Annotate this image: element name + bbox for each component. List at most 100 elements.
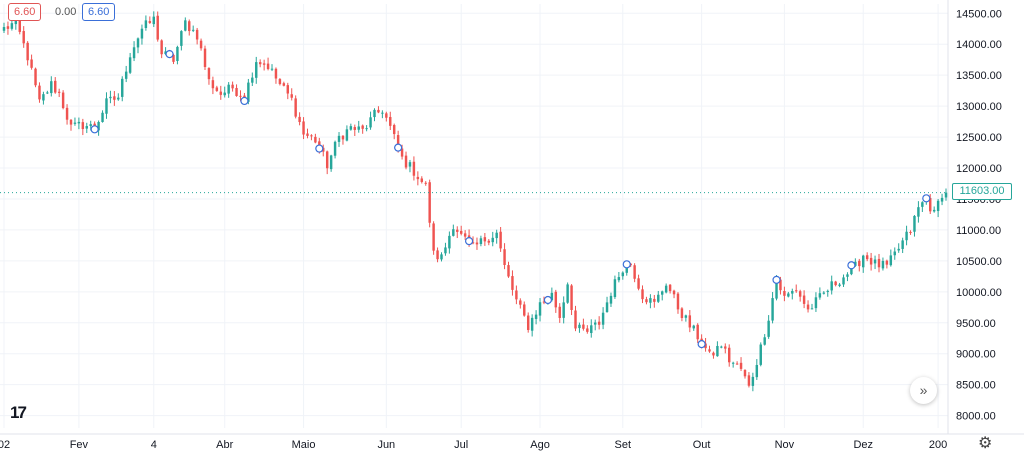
candle-body[interactable] [570,285,573,310]
event-marker-icon[interactable] [847,261,856,270]
scroll-to-realtime-button[interactable]: » [910,377,937,404]
candle-body[interactable] [854,261,857,266]
candle-body[interactable] [314,136,317,143]
candle-body[interactable] [720,346,723,348]
candle-body[interactable] [625,264,628,273]
event-marker-icon[interactable] [772,275,781,284]
candle-body[interactable] [10,23,14,29]
candle-body[interactable] [408,162,412,167]
candle-body[interactable] [160,40,163,55]
candle-body[interactable] [668,284,672,292]
candle-body[interactable] [657,294,660,302]
candle-body[interactable] [345,129,349,141]
candle-body[interactable] [511,276,514,290]
candle-body[interactable] [846,274,849,277]
candle-body[interactable] [361,125,364,129]
candle-body[interactable] [901,240,904,249]
candle-body[interactable] [696,324,699,340]
candle-body[interactable] [593,322,597,325]
candle-body[interactable] [231,84,234,89]
candle-body[interactable] [771,298,774,321]
gear-icon[interactable]: ⚙ [978,435,993,452]
candle-body[interactable] [251,77,254,83]
candle-body[interactable] [124,71,128,79]
candle-body[interactable] [223,92,226,96]
candle-body[interactable] [436,250,439,260]
candle-body[interactable] [889,255,893,266]
event-marker-icon[interactable] [697,340,706,349]
candle-body[interactable] [586,328,589,332]
candle-body[interactable] [117,97,120,100]
candle-body[interactable] [247,82,250,102]
candle-body[interactable] [724,346,727,349]
event-marker-icon[interactable] [922,194,931,203]
candle-body[interactable] [26,42,29,61]
candle-body[interactable] [932,209,936,212]
candle-body[interactable] [306,133,309,136]
candle-body[interactable] [783,290,786,296]
candle-body[interactable] [802,295,806,304]
candle-body[interactable] [353,127,357,130]
candle-body[interactable] [865,255,869,260]
candle-body[interactable] [290,94,293,98]
candle-body[interactable] [826,290,829,292]
candle-body[interactable] [191,29,195,31]
candle-body[interactable] [207,68,211,80]
candle-body[interactable] [936,200,940,212]
candle-body[interactable] [440,254,443,260]
candle-body[interactable] [152,16,155,25]
candle-body[interactable] [806,304,810,310]
candle-body[interactable] [219,91,223,95]
candle-body[interactable] [810,308,814,310]
candle-body[interactable] [633,265,636,279]
candle-body[interactable] [688,315,692,328]
candle-body[interactable] [420,178,424,182]
candle-body[interactable] [550,292,554,301]
candle-body[interactable] [637,278,640,289]
candle-body[interactable] [105,98,108,114]
candle-body[interactable] [412,161,416,176]
candle-body[interactable] [538,302,542,316]
candle-body[interactable] [428,182,431,223]
candle-body[interactable] [526,315,530,330]
candle-body[interactable] [188,21,191,32]
candle-body[interactable] [495,232,498,239]
candle-body[interactable] [735,363,739,365]
candle-body[interactable] [940,197,944,202]
candle-body[interactable] [791,290,794,294]
candle-body[interactable] [664,285,668,293]
candle-body[interactable] [641,289,644,300]
candle-body[interactable] [325,151,329,169]
candle-body[interactable] [530,317,534,331]
candle-body[interactable] [6,26,10,29]
candle-body[interactable] [235,87,238,96]
candle-body[interactable] [239,95,242,97]
candle-body[interactable] [199,40,203,49]
candle-body[interactable] [858,260,861,267]
candle-body[interactable] [294,98,297,117]
candle-body[interactable] [278,79,282,85]
candle-body[interactable] [357,126,360,130]
candle-body[interactable] [113,96,116,100]
candle-body[interactable] [266,63,270,70]
candle-body[interactable] [400,148,404,157]
candle-body[interactable] [523,304,526,316]
candle-body[interactable] [310,135,313,137]
event-marker-icon[interactable] [394,143,403,152]
candle-body[interactable] [708,349,711,352]
candle-body[interactable] [842,277,845,285]
candle-body[interactable] [680,308,684,318]
candle-body[interactable] [404,155,408,168]
candle-body[interactable] [507,265,510,277]
candle-body[interactable] [814,297,818,309]
candle-body[interactable] [862,255,865,268]
candle-body[interactable] [684,315,688,318]
candle-body[interactable] [42,94,45,101]
candle-body[interactable] [621,272,625,277]
candle-body[interactable] [775,279,778,299]
candle-body[interactable] [692,325,695,329]
candle-body[interactable] [463,233,467,237]
candle-body[interactable] [909,231,912,233]
candle-body[interactable] [519,300,522,305]
candle-body[interactable] [448,235,451,249]
